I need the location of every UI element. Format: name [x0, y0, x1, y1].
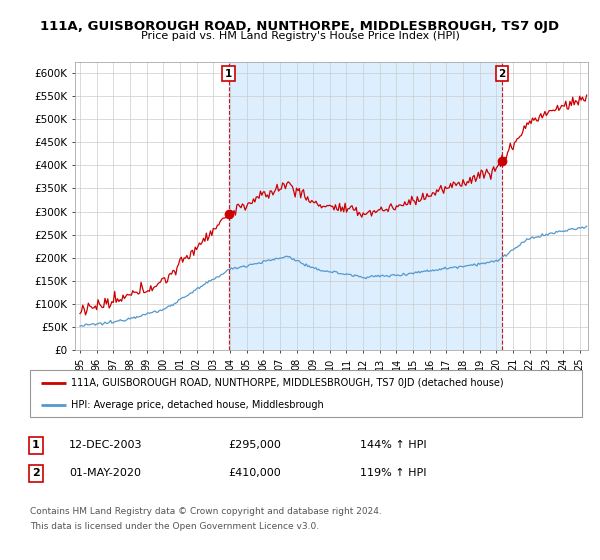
- Text: 2: 2: [32, 468, 40, 478]
- Text: 2: 2: [498, 69, 506, 79]
- Text: 111A, GUISBOROUGH ROAD, NUNTHORPE, MIDDLESBROUGH, TS7 0JD: 111A, GUISBOROUGH ROAD, NUNTHORPE, MIDDL…: [40, 20, 560, 32]
- Text: 1: 1: [32, 440, 40, 450]
- Text: 144% ↑ HPI: 144% ↑ HPI: [360, 440, 427, 450]
- Text: This data is licensed under the Open Government Licence v3.0.: This data is licensed under the Open Gov…: [30, 522, 319, 531]
- Text: Contains HM Land Registry data © Crown copyright and database right 2024.: Contains HM Land Registry data © Crown c…: [30, 507, 382, 516]
- Text: Price paid vs. HM Land Registry's House Price Index (HPI): Price paid vs. HM Land Registry's House …: [140, 31, 460, 41]
- Text: 01-MAY-2020: 01-MAY-2020: [69, 468, 141, 478]
- Text: HPI: Average price, detached house, Middlesbrough: HPI: Average price, detached house, Midd…: [71, 400, 324, 410]
- Text: 119% ↑ HPI: 119% ↑ HPI: [360, 468, 427, 478]
- Text: 111A, GUISBOROUGH ROAD, NUNTHORPE, MIDDLESBROUGH, TS7 0JD (detached house): 111A, GUISBOROUGH ROAD, NUNTHORPE, MIDDL…: [71, 378, 504, 388]
- Text: 12-DEC-2003: 12-DEC-2003: [69, 440, 143, 450]
- Bar: [229, 62, 502, 350]
- Text: £410,000: £410,000: [228, 468, 281, 478]
- Text: £295,000: £295,000: [228, 440, 281, 450]
- Text: 1: 1: [225, 69, 232, 79]
